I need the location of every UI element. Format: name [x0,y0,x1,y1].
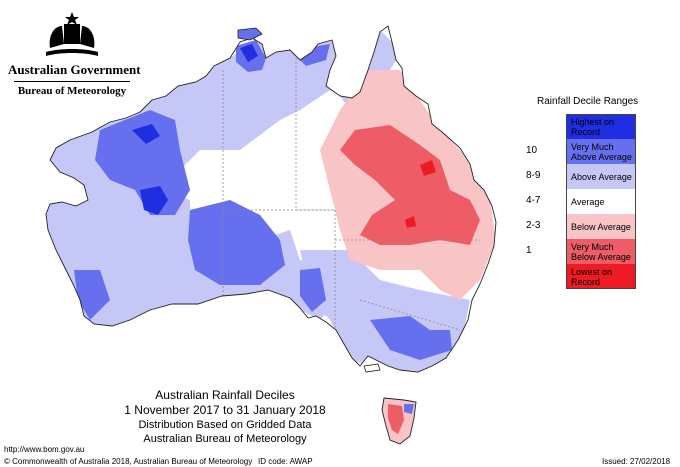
org-name: Australian Government [8,62,141,77]
legend-decile-code: 4-7 [526,195,541,206]
footer-url[interactable]: http://www.bom.gov.au [4,445,85,454]
kangaroo-island [363,363,381,373]
region-highest-topend [240,44,258,62]
legend-decile-code: 8-9 [526,170,541,181]
legend-label: Lowest on Record [571,266,613,287]
caption-title: Australian Rainfall Deciles [155,388,295,402]
legend-decile-code: 2-3 [526,220,541,231]
tiwi-islands [237,27,263,41]
legend-swatch [566,239,636,264]
legend-decile-code: 1 [526,245,532,256]
caption-source: Australian Bureau of Meteorology [143,433,307,445]
legend-label: Below Average [571,221,631,232]
tasmania [381,397,417,445]
legend-row: 1 Very Much Below Average [526,239,680,264]
footer-issued: Issued: 27/02/2018 [602,457,671,466]
legend-row: 4-7 Average [526,189,680,214]
legend-row: 8-9 Above Average [526,164,680,189]
legend-label: Average [571,196,605,207]
legend-label: Very Much Above Average [571,141,632,162]
government-logo: Australian Government Bureau of Meteorol… [8,8,141,97]
legend-label: Above Average [571,171,632,182]
region-very-much-above-topend2 [294,44,330,66]
coastline [45,25,497,373]
legend-swatch [566,114,636,139]
region-very-much-above-vic [300,268,326,312]
legend-row: Lowest on Record [540,264,680,289]
legend-swatch [566,164,636,189]
footer-id-code: ID code: AWAP [258,457,313,466]
region-very-much-below-qld [340,125,480,245]
map-caption: Australian Rainfall Deciles 1 November 2… [100,388,350,446]
footer-copyright: © Commonwealth of Australia 2018, Austra… [4,457,253,466]
org-divider [14,81,130,82]
tasmania-very-much-below [388,404,404,434]
legend-swatch [566,214,636,239]
legend-row: 2-3 Below Average [526,214,680,239]
legend-title: Rainfall Decile Ranges [537,96,639,107]
legend-label: Highest on Record [571,116,615,137]
legend-row: Highest on Record [540,114,680,139]
legend-row: 10 Very Much Above Average [526,139,680,164]
region-very-much-above-wa-south [74,270,110,320]
tasmania-very-much-above [404,404,414,414]
caption-method: Distribution Based on Gridded Data [138,419,312,431]
state-borders [222,58,480,331]
region-very-much-above-kimberley [95,110,190,215]
region-lowest-2 [405,216,416,228]
region-very-much-above-central [188,200,285,285]
region-highest-kimberley-north [132,124,160,144]
legend-swatch [566,139,636,164]
border-nsw-vic [359,299,461,331]
legend-decile-code: 10 [526,145,538,156]
caption-period: 1 November 2017 to 31 January 2018 [124,403,326,417]
legend-swatch [566,264,636,289]
region-lowest-1 [420,160,436,176]
region-highest-kimberley [140,186,168,215]
agency-name: Bureau of Meteorology [17,85,127,97]
legend: Highest on Record 10 Very Much Above Avera… [526,114,680,289]
legend-swatch [566,189,636,214]
coat-of-arms-icon [46,12,98,56]
region-very-much-above-sa [370,316,452,360]
legend-label: Very Much Below Average [571,241,631,262]
